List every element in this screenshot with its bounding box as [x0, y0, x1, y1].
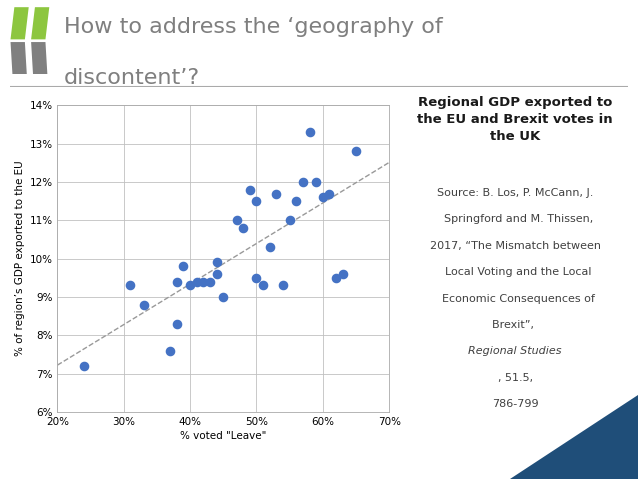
Polygon shape: [31, 7, 49, 39]
Point: [212, 270, 222, 278]
Text: 2017, “The Mismatch between: 2017, “The Mismatch between: [429, 240, 601, 251]
Y-axis label: % of region’s GDP exported to the EU: % of region’s GDP exported to the EU: [15, 161, 26, 356]
Text: Regional GDP exported to
the EU and Brexit votes in
the UK: Regional GDP exported to the EU and Brex…: [417, 96, 613, 143]
Text: Economic Consequences of: Economic Consequences of: [435, 294, 595, 304]
Point: [212, 259, 222, 266]
Point: [331, 274, 341, 282]
Point: [271, 190, 281, 197]
Point: [185, 282, 195, 289]
Polygon shape: [10, 7, 29, 39]
Text: How to address the ‘geography of: How to address the ‘geography of: [64, 17, 443, 37]
Point: [298, 178, 308, 186]
Point: [238, 224, 248, 232]
Point: [198, 278, 209, 285]
Text: discontent’?: discontent’?: [64, 68, 200, 88]
Polygon shape: [31, 42, 47, 74]
Point: [285, 217, 295, 224]
Polygon shape: [10, 42, 27, 74]
Point: [79, 362, 89, 370]
Point: [205, 278, 215, 285]
Point: [291, 197, 301, 205]
Polygon shape: [510, 395, 638, 479]
Point: [251, 274, 262, 282]
Point: [138, 301, 149, 308]
Point: [338, 270, 348, 278]
Text: Source: B. Los, P. McCann, J.: Source: B. Los, P. McCann, J.: [437, 188, 593, 198]
Point: [324, 190, 334, 197]
Point: [251, 197, 262, 205]
Text: Springford and M. Thissen,: Springford and M. Thissen,: [437, 214, 593, 224]
Point: [232, 217, 242, 224]
Point: [172, 320, 182, 328]
X-axis label: % voted "Leave": % voted "Leave": [180, 431, 267, 441]
Point: [125, 282, 135, 289]
Point: [245, 186, 255, 194]
Point: [351, 148, 361, 155]
Point: [218, 293, 228, 301]
Point: [265, 243, 275, 251]
Point: [165, 347, 175, 354]
Point: [179, 262, 189, 270]
Point: [278, 282, 288, 289]
Point: [304, 128, 315, 136]
Point: [191, 278, 202, 285]
Point: [172, 278, 182, 285]
Point: [311, 178, 322, 186]
Point: [318, 194, 328, 201]
Text: , 51.5,: , 51.5,: [498, 373, 533, 383]
Point: [258, 282, 268, 289]
Text: Regional Studies: Regional Studies: [468, 346, 562, 356]
Text: 786-799: 786-799: [492, 399, 538, 409]
Text: Local Voting and the Local: Local Voting and the Local: [438, 267, 592, 277]
Text: Brexit”, ⁠: Brexit”, ⁠: [493, 320, 538, 330]
